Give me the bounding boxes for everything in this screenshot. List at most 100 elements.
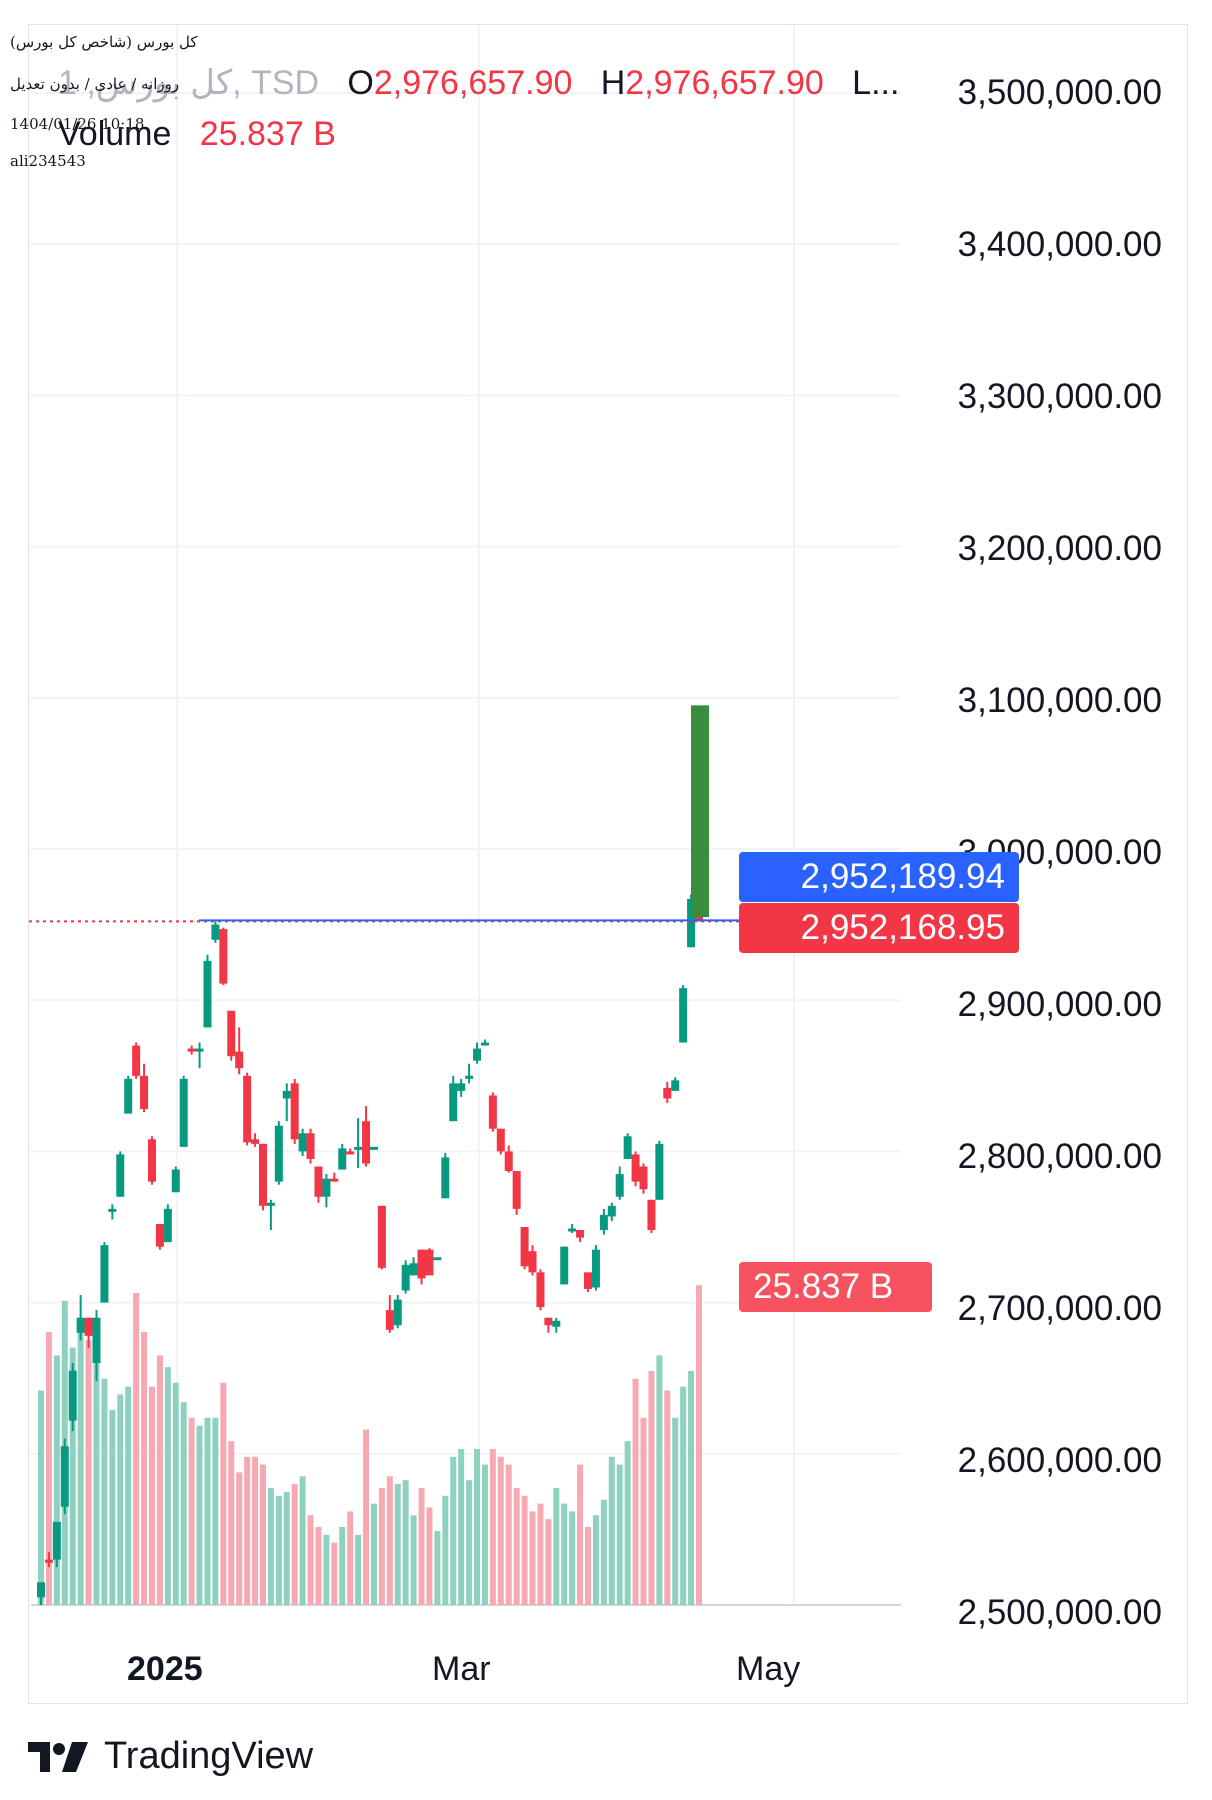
candle-body (52, 1521, 61, 1560)
volume-bar (640, 1417, 647, 1605)
candle-body (536, 1272, 545, 1308)
volume-bar (244, 1456, 251, 1605)
y-tick-label: 2,500,000.00 (957, 1593, 1162, 1632)
volume-bars (38, 1285, 702, 1605)
volume-bar (85, 1339, 92, 1605)
volume-bar (77, 1324, 84, 1605)
y-tick-label: 3,500,000.00 (957, 73, 1162, 112)
last-price-tag-blue: 2,952,189.94 (739, 852, 1019, 902)
candle-body (584, 1272, 593, 1289)
candle-body (68, 1370, 77, 1421)
volume-bar (585, 1527, 592, 1605)
volume-bar (664, 1390, 671, 1605)
candle-body (140, 1075, 149, 1110)
candle-body (187, 1048, 196, 1052)
candle-body (203, 960, 212, 1028)
volume-bar (402, 1480, 409, 1605)
volume-bar (616, 1464, 623, 1605)
volume-bar (474, 1449, 481, 1605)
volume-bar (117, 1394, 124, 1605)
volume-bar (394, 1484, 401, 1605)
volume-bar (434, 1530, 441, 1605)
candle-body (425, 1249, 434, 1276)
candle-body (37, 1582, 45, 1598)
volume-bar (38, 1390, 44, 1605)
volume-bar (331, 1542, 338, 1605)
candle-body (647, 1199, 656, 1231)
volume-bar (481, 1464, 488, 1605)
candle-body (147, 1139, 156, 1182)
candle-body (76, 1317, 85, 1333)
volume-bar (672, 1417, 679, 1605)
candle-body (496, 1128, 505, 1152)
candle-body (504, 1151, 513, 1172)
volume-bar (426, 1507, 433, 1605)
chart-frame (28, 24, 1188, 1704)
x-tick-label: May (736, 1650, 801, 1688)
volume-bar (521, 1495, 528, 1605)
price-chart[interactable] (29, 25, 1189, 1705)
candle-body (576, 1230, 585, 1238)
y-tick-label: 3,200,000.00 (957, 529, 1162, 568)
volume-bar (577, 1464, 584, 1605)
volume-bar (505, 1464, 512, 1605)
candle-body (480, 1042, 489, 1046)
candle-body (322, 1178, 331, 1197)
candle-body (544, 1317, 553, 1326)
brand-name: TradingView (104, 1735, 314, 1777)
legend-symbol: کل بورس, 1, TSD (58, 64, 320, 102)
candle-body (132, 1045, 141, 1076)
volume-bar (259, 1464, 266, 1605)
volume-bar (569, 1511, 576, 1605)
volume-bar (561, 1503, 568, 1605)
overlay-datetime: 1404/01/26 10:18 (10, 115, 145, 133)
volume-bar (53, 1355, 60, 1605)
y-tick-label: 2,800,000.00 (957, 1137, 1162, 1176)
candle-body (338, 1148, 347, 1170)
candle-body (306, 1133, 315, 1159)
tradingview-logo-icon (28, 1741, 88, 1772)
candle-body (655, 1143, 664, 1200)
candle-body (266, 1202, 275, 1206)
candle-body (457, 1083, 466, 1091)
volume-bar (363, 1429, 370, 1605)
legend-ohlc: کل بورس, 1, TSD O2,976,657.90 H2,976,657… (58, 63, 899, 103)
volume-bar (497, 1456, 504, 1605)
candle-body (631, 1154, 640, 1182)
volume-bar (220, 1382, 227, 1605)
candle-body (679, 988, 688, 1043)
candle-body (44, 1559, 53, 1563)
candle-body (369, 1146, 378, 1150)
candle-body (607, 1205, 616, 1217)
overlay-title: (کل بورس (شاخص کل بورس (10, 33, 198, 51)
volume-bar (553, 1488, 560, 1605)
candle-body (568, 1228, 577, 1232)
legend-high-value: 2,976,657.90 (625, 64, 824, 102)
x-tick-label: 2025 (127, 1650, 203, 1688)
grid-lines (31, 25, 901, 1606)
overlay-username: ali234543 (10, 152, 86, 170)
volume-bar (45, 1332, 52, 1605)
volume-bar (688, 1371, 695, 1605)
volume-bar (93, 1332, 100, 1605)
volume-bar (148, 1386, 155, 1605)
candle-body (528, 1251, 537, 1273)
volume-bar (299, 1476, 306, 1605)
candle-body (639, 1166, 648, 1190)
volume-bar (632, 1378, 639, 1605)
volume-bar (125, 1386, 132, 1605)
candle-body (92, 1317, 101, 1364)
tradingview-logo[interactable]: TradingView (28, 1735, 313, 1778)
volume-bar (513, 1488, 520, 1605)
legend-high-label: H (600, 64, 626, 102)
x-tick-label: Mar (432, 1650, 491, 1688)
candle-body (290, 1083, 299, 1140)
volume-bar (537, 1503, 544, 1605)
volume-bar (656, 1355, 663, 1605)
candle-body (346, 1151, 355, 1155)
volume-bar (141, 1332, 148, 1605)
projection-box (691, 705, 709, 918)
volume-bar (236, 1472, 243, 1605)
candle-body (465, 1075, 474, 1079)
candle-body (179, 1078, 188, 1147)
